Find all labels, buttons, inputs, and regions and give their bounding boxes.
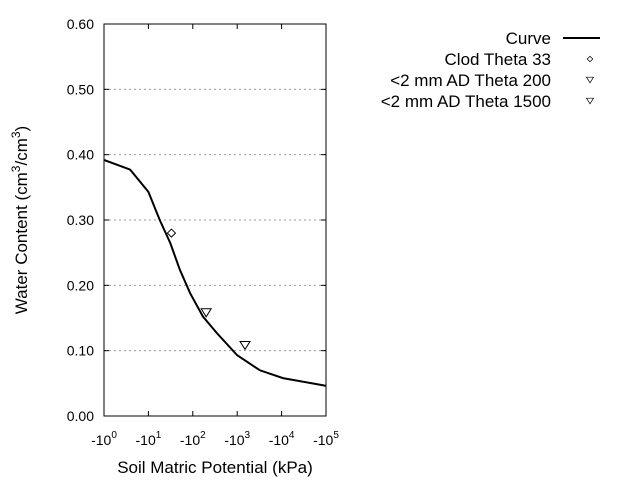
- curve-line: [103, 158, 327, 387]
- x-tick-label: -100: [91, 430, 117, 448]
- x-tick-label: -105: [313, 430, 339, 448]
- x-axis-label: Soil Matric Potential (kPa): [117, 458, 313, 477]
- legend-marker-triangle-down: [585, 76, 595, 84]
- y-tick-label: 0.40: [67, 147, 94, 163]
- legend-label: <2 mm AD Theta 1500: [381, 92, 551, 111]
- y-tick-label: 0.30: [67, 212, 94, 228]
- y-tick-label: 0.60: [67, 16, 94, 32]
- x-tick-label: -104: [269, 430, 295, 448]
- plot-frame: [103, 23, 327, 417]
- x-tick-label: -103: [224, 430, 250, 448]
- x-tick-label: -102: [180, 430, 206, 448]
- legend-marker-triangle-down: [585, 97, 595, 105]
- y-tick-label: 0.20: [67, 277, 94, 293]
- data-point-triangle-down: [239, 340, 251, 351]
- legend-marker-diamond: [586, 55, 594, 63]
- legend-label: Clod Theta 33: [445, 50, 551, 69]
- data-point-diamond: [166, 228, 177, 238]
- y-tick-label: 0.00: [67, 408, 94, 424]
- legend-label: <2 mm AD Theta 200: [390, 71, 551, 90]
- x-tick-label: -101: [136, 430, 162, 448]
- legend-label: Curve: [506, 29, 551, 48]
- y-tick-label: 0.10: [67, 343, 94, 359]
- data-point-triangle-down: [200, 308, 213, 318]
- y-axis-label: Water Content (cm3/cm3): [9, 126, 31, 314]
- y-tick-label: 0.50: [67, 81, 94, 97]
